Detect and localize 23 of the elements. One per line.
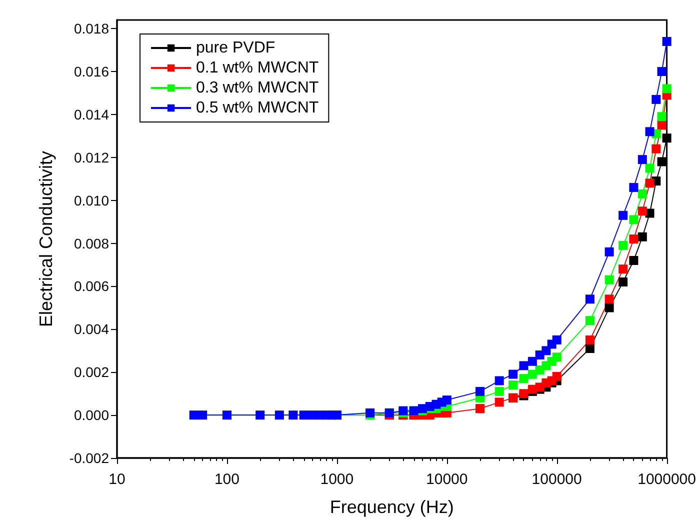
x-tick-label: 100	[214, 471, 240, 488]
legend-label: pure PVDF	[196, 40, 276, 56]
x-tick-label: 10000	[426, 471, 468, 488]
x-axis-title: Frequency (Hz)	[330, 497, 454, 517]
y-tick-label: 0.008	[74, 235, 110, 252]
x-tick-label: 1000	[320, 471, 354, 488]
x-tick-label: 10	[108, 471, 126, 488]
y-tick-label: 0.002	[74, 364, 110, 380]
y-tick-label: 0.010	[74, 192, 110, 208]
legend-label: 0.3 wt% MWCNT	[196, 80, 319, 96]
y-tick-label: 0.012	[74, 149, 110, 166]
y-tick-label: -0.002	[69, 450, 110, 466]
y-tick-label: 0.000	[74, 407, 110, 424]
x-tick-label: 1000000	[638, 471, 696, 488]
y-tick-label: 0.016	[74, 64, 110, 80]
x-tick-label: 100000	[532, 471, 582, 488]
y-tick-label: 0.004	[74, 321, 110, 338]
y-tick-label: 0.014	[74, 106, 110, 122]
y-tick-label: 0.006	[74, 278, 110, 294]
y-axis-title: Electrical Conductivity	[36, 150, 56, 328]
legend-label: 0.1 wt% MWCNT	[196, 60, 319, 76]
y-tick-label: 0.018	[74, 20, 110, 37]
legend-label: 0.5 wt% MWCNT	[196, 100, 319, 116]
